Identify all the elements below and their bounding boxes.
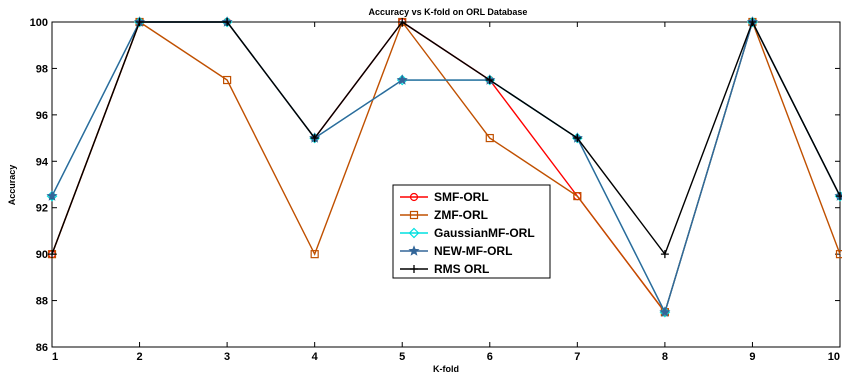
- data-point: [223, 18, 232, 26]
- data-point: [48, 250, 56, 259]
- x-tick-label: 3: [224, 351, 230, 363]
- legend-swatch-marker: [410, 265, 418, 273]
- data-point: [659, 306, 671, 317]
- x-tick-label: 2: [136, 351, 142, 363]
- chart-title: Accuracy vs K-fold on ORL Database: [369, 7, 528, 17]
- data-point: [836, 192, 842, 201]
- legend-item: ZMF-ORL: [400, 208, 488, 222]
- x-tick-label: 1: [52, 351, 58, 363]
- legend-swatch-marker: [408, 245, 420, 256]
- data-point: [310, 250, 319, 259]
- y-tick-label: 90: [36, 249, 48, 261]
- series-rms-orl: [48, 18, 842, 259]
- data-point: [485, 133, 494, 143]
- x-axis-title: K-fold: [433, 364, 459, 374]
- data-point: [573, 134, 582, 143]
- data-point: [398, 18, 407, 26]
- y-tick-label: 94: [36, 156, 49, 168]
- data-point: [573, 192, 582, 201]
- x-tick-label: 8: [662, 351, 668, 363]
- data-point: [396, 74, 408, 85]
- legend-item: SMF-ORL: [400, 190, 489, 204]
- legend-label: RMS ORL: [434, 262, 489, 276]
- legend-swatch-marker: [409, 210, 419, 220]
- legend-item: GaussianMF-ORL: [400, 226, 535, 240]
- data-point: [310, 134, 319, 143]
- legend-box: [392, 184, 551, 279]
- y-tick-label: 96: [36, 110, 48, 122]
- data-point: [135, 18, 144, 26]
- x-tick-label: 10: [828, 351, 840, 363]
- legend-label: NEW-MF-ORL: [434, 244, 512, 258]
- legend-swatch-marker: [408, 227, 420, 239]
- series-layer: [46, 16, 842, 318]
- legend-item: RMS ORL: [400, 262, 489, 276]
- y-tick-label: 88: [36, 296, 48, 308]
- data-point: [835, 250, 842, 259]
- data-point: [223, 75, 232, 85]
- y-axis: 86 88 90 92 94 96 98 100: [30, 17, 840, 354]
- x-tick-label: 5: [399, 351, 405, 363]
- x-tick-label: 7: [574, 351, 580, 363]
- legend-label: ZMF-ORL: [434, 208, 488, 222]
- y-tick-label: 100: [30, 17, 48, 29]
- legend-item: NEW-MF-ORL: [400, 244, 512, 258]
- y-tick-label: 98: [36, 63, 48, 75]
- y-tick-label: 92: [36, 203, 48, 215]
- legend-label: GaussianMF-ORL: [434, 226, 535, 240]
- legend: SMF-ORL ZMF-ORL GaussianMF-ORL NEW-MF-ORL RM…: [392, 184, 551, 279]
- data-point: [748, 18, 757, 26]
- x-tick-label: 4: [312, 351, 319, 363]
- legend-label: SMF-ORL: [434, 190, 489, 204]
- series-line: [51, 20, 841, 256]
- y-axis-title: Accuracy: [7, 165, 17, 206]
- data-point: [485, 76, 494, 85]
- x-tick-label: 9: [749, 351, 755, 363]
- y-tick-label: 86: [36, 342, 48, 354]
- data-point: [46, 190, 58, 201]
- data-point: [660, 250, 669, 259]
- x-tick-label: 6: [487, 351, 493, 363]
- legend-swatch-marker: [409, 192, 419, 202]
